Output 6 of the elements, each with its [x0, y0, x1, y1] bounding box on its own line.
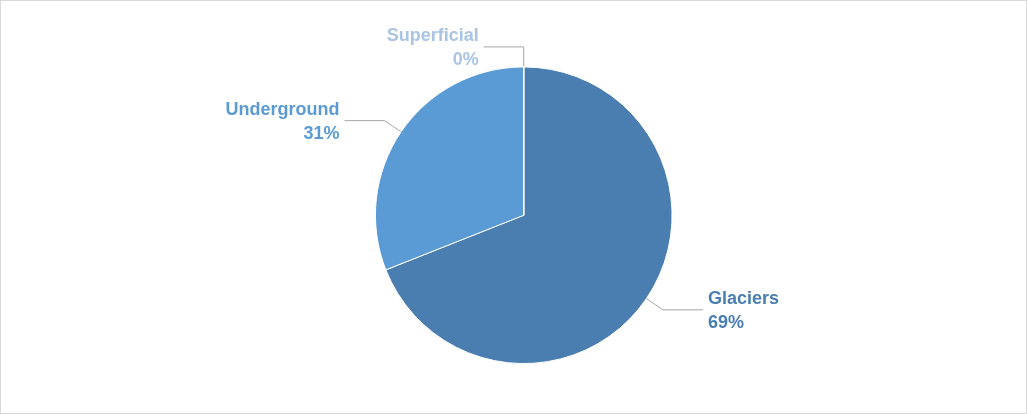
- slice-label: Glaciers: [707, 287, 780, 308]
- data-label: 69%: [707, 311, 744, 332]
- text: 0%: [452, 48, 479, 69]
- data-label: 31%: [303, 122, 340, 143]
- slice-label: Underground: [225, 98, 340, 119]
- category-label: Superficial: [386, 24, 479, 45]
